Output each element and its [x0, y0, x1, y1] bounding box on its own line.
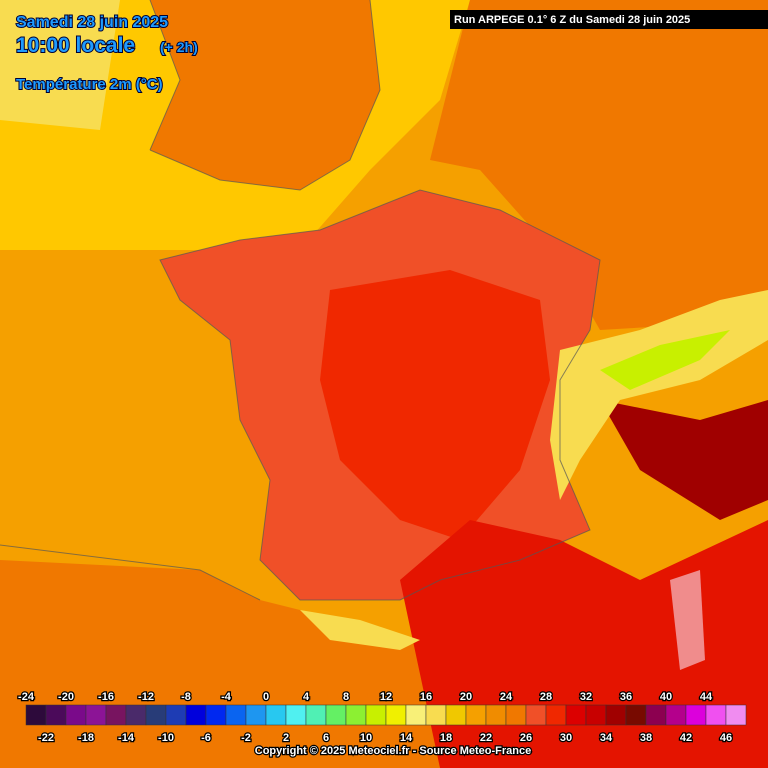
legend-label: 34	[600, 732, 613, 744]
legend-swatch	[125, 704, 147, 726]
time: 10:00 locale	[16, 34, 135, 57]
france-border	[159, 189, 601, 601]
legend-swatch	[685, 704, 707, 726]
po-valley	[600, 400, 768, 520]
legend-swatch	[405, 704, 427, 726]
legend-label: 36	[620, 691, 632, 703]
legend-label: 22	[480, 732, 492, 744]
legend-label: 40	[660, 691, 672, 703]
legend-swatch	[465, 704, 487, 726]
legend-swatch	[645, 704, 667, 726]
legend-label: 20	[460, 691, 472, 703]
legend-label: -14	[118, 732, 135, 744]
legend-label: 12	[380, 691, 392, 703]
legend-swatch	[245, 704, 267, 726]
legend-label: -22	[38, 732, 54, 744]
legend-swatch	[345, 704, 367, 726]
legend-label: 18	[440, 732, 452, 744]
legend-label: 16	[420, 691, 432, 703]
legend-swatch	[525, 704, 547, 726]
legend-label: -18	[78, 732, 94, 744]
run-info: Run ARPEGE 0.1° 6 Z du Samedi 28 juin 20…	[454, 14, 690, 26]
legend-label: -12	[138, 691, 154, 703]
legend-label: 6	[323, 732, 329, 744]
legend-label: 4	[303, 691, 310, 703]
legend-label: 26	[520, 732, 532, 744]
legend-swatch	[165, 704, 187, 726]
legend-label: 32	[580, 691, 592, 703]
legend-swatch	[225, 704, 247, 726]
legend-label: 8	[343, 691, 349, 703]
parameter: Température 2m (°C)	[16, 76, 163, 93]
legend-swatch	[385, 704, 407, 726]
legend-label: 14	[400, 732, 413, 744]
legend-label: 46	[720, 732, 732, 744]
legend-swatch	[585, 704, 607, 726]
pyrenees	[300, 610, 420, 650]
legend-label: 24	[500, 691, 513, 703]
legend-swatch	[65, 704, 87, 726]
legend-swatch	[605, 704, 627, 726]
legend-swatch	[25, 704, 47, 726]
legend-swatch	[445, 704, 467, 726]
legend-swatch	[505, 704, 527, 726]
legend-swatch	[485, 704, 507, 726]
legend-swatch	[705, 704, 727, 726]
legend-label: 28	[540, 691, 552, 703]
legend-label: 30	[560, 732, 572, 744]
legend-label: 2	[283, 732, 289, 744]
legend-swatch	[425, 704, 447, 726]
legend-swatch	[325, 704, 347, 726]
legend-swatch	[565, 704, 587, 726]
legend-label: -6	[201, 732, 211, 744]
legend-swatch	[205, 704, 227, 726]
legend-label: -20	[58, 691, 74, 703]
legend-label: -4	[221, 691, 232, 703]
legend-swatch	[145, 704, 167, 726]
legend-label: -16	[98, 691, 114, 703]
legend-label: -8	[181, 691, 191, 703]
legend-swatch	[365, 704, 387, 726]
benelux-germany	[430, 0, 768, 330]
legend-swatch	[265, 704, 287, 726]
legend-swatch	[285, 704, 307, 726]
north-pale	[0, 0, 120, 130]
offset: (+ 2h)	[160, 39, 198, 55]
legend-label: -2	[241, 732, 251, 744]
run-box	[450, 10, 768, 29]
legend-label: -10	[158, 732, 174, 744]
legend-swatch	[105, 704, 127, 726]
legend-label: -24	[18, 691, 35, 703]
mediterranean	[400, 520, 768, 768]
legend-swatch	[545, 704, 567, 726]
central-france	[320, 270, 550, 540]
legend-label: 44	[700, 691, 713, 703]
date: Samedi 28 juin 2025	[16, 14, 168, 31]
legend-swatch	[625, 704, 647, 726]
borders	[0, 0, 601, 601]
uk-coast	[149, 0, 381, 191]
spain-coast	[0, 544, 261, 601]
alps-high	[600, 330, 730, 390]
legend: -24-22-20-18-16-14-12-10-8-6-4-202468101…	[17, 690, 747, 745]
legend-label: 42	[680, 732, 692, 744]
legend-swatch	[665, 704, 687, 726]
legend-swatch	[185, 704, 207, 726]
legend-label: 0	[263, 691, 269, 703]
legend-swatch	[725, 704, 747, 726]
legend-swatch	[85, 704, 107, 726]
england	[150, 0, 380, 190]
header: Samedi 28 juin 2025 10:00 locale (+ 2h) …	[15, 13, 199, 94]
legend-label: 38	[640, 732, 652, 744]
legend-swatch	[305, 704, 327, 726]
legend-label: 10	[360, 732, 372, 744]
corsica	[670, 570, 705, 670]
legend-swatch	[45, 704, 67, 726]
copyright: Copyright © 2025 Meteociel.fr - Source M…	[255, 745, 531, 757]
